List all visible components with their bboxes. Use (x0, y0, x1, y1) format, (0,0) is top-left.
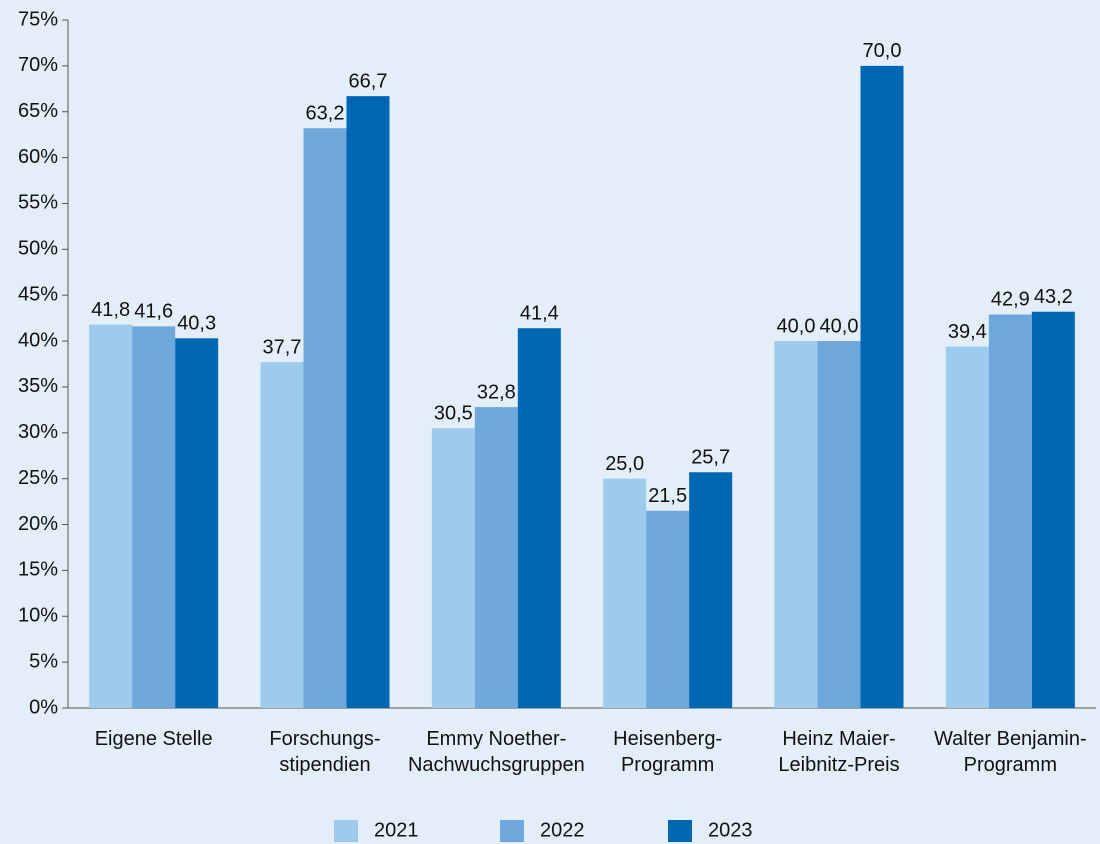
x-tick-label: Walter Benjamin- Programm (934, 728, 1087, 776)
value-label: 39,4 (948, 321, 987, 343)
y-tick-label: 60% (18, 146, 58, 168)
y-tick-label: 35% (18, 375, 58, 397)
legend-swatch (668, 820, 692, 842)
y-tick-label: 5% (29, 650, 58, 672)
y-tick-label: 40% (18, 329, 58, 351)
bar (988, 314, 1032, 708)
y-tick-label: 75% (18, 8, 58, 30)
bar (817, 341, 861, 708)
value-label: 42,9 (991, 289, 1030, 311)
bar (517, 328, 561, 708)
y-tick-label: 55% (18, 192, 58, 214)
y-tick-label: 45% (18, 283, 58, 305)
x-tick-label: Forschungs- stipendien (269, 728, 381, 776)
y-tick-label: 0% (29, 696, 58, 718)
legend-swatch (334, 820, 358, 842)
y-tick-label: 15% (18, 559, 58, 581)
value-label: 40,0 (777, 315, 816, 337)
bar (689, 472, 733, 708)
y-tick-label: 65% (18, 100, 58, 122)
y-tick-label: 25% (18, 467, 58, 489)
bar (860, 65, 904, 708)
bar (346, 96, 390, 708)
legend-label: 2023 (708, 819, 753, 841)
value-label: 70,0 (863, 40, 902, 62)
bar (89, 324, 133, 708)
bar (175, 338, 219, 708)
value-label: 41,4 (520, 303, 559, 325)
y-tick-label: 50% (18, 238, 58, 260)
bar (260, 362, 304, 708)
value-label: 63,2 (306, 103, 345, 125)
legend-swatch (500, 820, 524, 842)
bar (1031, 311, 1075, 708)
bar (945, 346, 989, 708)
y-tick-label: 10% (18, 605, 58, 627)
bar (774, 341, 818, 708)
x-tick-label: Heinz Maier- Leibnitz-Preis (778, 728, 900, 776)
value-label: 25,0 (605, 453, 644, 475)
value-label: 32,8 (477, 381, 516, 403)
legend-label: 2022 (540, 819, 585, 841)
bar (132, 326, 176, 708)
legend-label: 2021 (374, 819, 419, 841)
bar (303, 128, 347, 708)
bar (646, 510, 690, 708)
y-tick-label: 20% (18, 513, 58, 535)
value-label: 66,7 (349, 70, 388, 92)
value-label: 43,2 (1034, 286, 1073, 308)
bar (603, 478, 647, 708)
x-tick-label: Emmy Noether- Nachwuchsgruppen (407, 728, 585, 776)
value-label: 41,8 (91, 299, 130, 321)
y-tick-label: 70% (18, 54, 58, 76)
value-label: 40,3 (177, 313, 216, 335)
bar (431, 428, 475, 708)
value-label: 37,7 (263, 336, 302, 358)
value-label: 21,5 (648, 485, 687, 507)
y-tick-label: 30% (18, 421, 58, 443)
x-tick-label: Eigene Stelle (94, 728, 213, 750)
value-label: 41,6 (134, 301, 173, 323)
value-label: 25,7 (691, 447, 730, 469)
value-label: 30,5 (434, 402, 473, 424)
bar (474, 407, 518, 708)
value-label: 40,0 (820, 315, 859, 337)
x-tick-label: Heisenberg- Programm (613, 728, 723, 776)
